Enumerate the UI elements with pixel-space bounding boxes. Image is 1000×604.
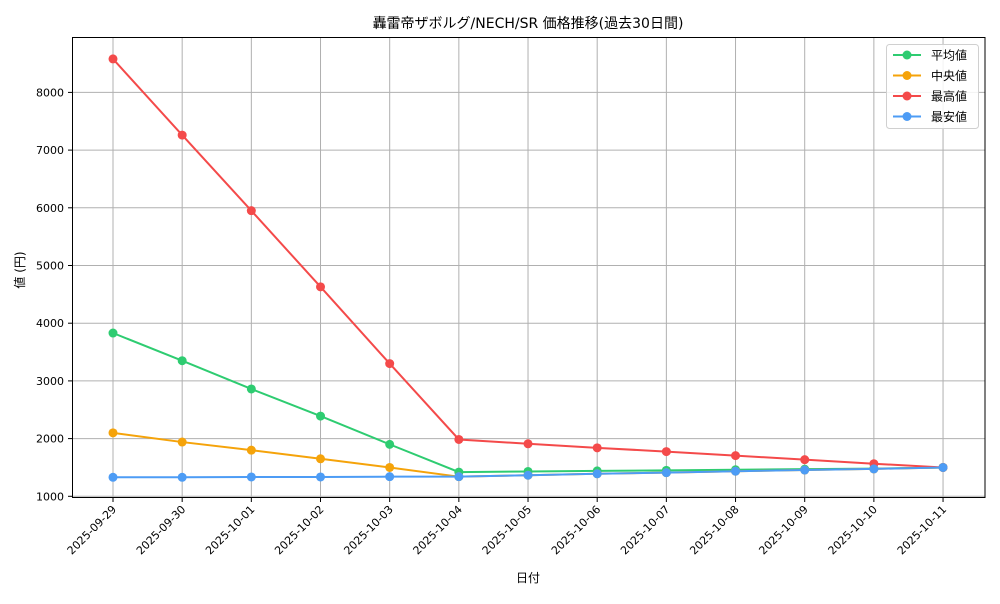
- legend-marker: [902, 71, 912, 80]
- y-axis-label: 値 (円): [12, 251, 27, 288]
- data-point: [316, 472, 326, 482]
- y-axis-ticks: 1000 2000 3000 4000 5000 6000 7000 8000: [36, 86, 73, 503]
- data-point: [523, 439, 533, 449]
- data-point: [177, 437, 187, 447]
- data-point: [108, 328, 118, 338]
- series-3: [108, 462, 948, 482]
- legend-label: 平均値: [931, 48, 967, 63]
- data-point: [177, 356, 187, 366]
- chart-title: 轟雷帝ザボルグ/NECH/SR 価格推移(過去30日間): [373, 15, 684, 32]
- y-tick-label: 3000: [36, 375, 64, 388]
- y-tick-label: 5000: [36, 260, 64, 273]
- plot-frame: [72, 37, 986, 498]
- y-tick-label: 8000: [36, 86, 64, 99]
- series-layer: [108, 54, 948, 482]
- data-point: [177, 472, 187, 482]
- y-tick-label: 6000: [36, 202, 64, 215]
- data-point: [731, 466, 741, 476]
- data-point: [800, 455, 810, 465]
- data-point: [177, 130, 187, 140]
- data-point: [938, 462, 948, 472]
- data-point: [316, 411, 326, 421]
- data-point: [800, 465, 810, 475]
- data-point: [246, 206, 256, 216]
- y-tick-label: 2000: [36, 433, 64, 446]
- data-point: [592, 469, 602, 479]
- legend-marker: [902, 50, 912, 60]
- data-point: [454, 472, 464, 482]
- legend-label: 最安値: [931, 109, 967, 124]
- x-axis-label: 日付: [516, 571, 540, 585]
- data-point: [385, 462, 395, 472]
- data-point: [385, 439, 395, 449]
- y-tick-label: 1000: [36, 490, 64, 503]
- data-point: [869, 464, 879, 474]
- data-point: [108, 428, 118, 438]
- data-point: [316, 282, 326, 292]
- data-point: [523, 470, 533, 480]
- data-point: [316, 454, 326, 464]
- data-point: [661, 468, 671, 478]
- data-point: [246, 472, 256, 482]
- legend-label: 最高値: [931, 89, 967, 104]
- data-point: [108, 472, 118, 482]
- y-tick-label: 7000: [36, 144, 64, 157]
- data-point: [108, 54, 118, 64]
- legend-box: [886, 44, 979, 129]
- data-point: [385, 472, 395, 482]
- legend-marker: [902, 91, 912, 101]
- data-point: [385, 359, 395, 369]
- data-point: [661, 447, 671, 457]
- data-point: [454, 434, 464, 444]
- y-tick-label: 4000: [36, 317, 64, 330]
- legend-label: 中央値: [931, 68, 967, 83]
- data-point: [246, 384, 256, 394]
- data-point: [731, 451, 741, 461]
- grid-lines: [72, 37, 985, 498]
- data-point: [592, 443, 602, 453]
- data-point: [246, 445, 256, 455]
- legend-marker: [902, 112, 912, 121]
